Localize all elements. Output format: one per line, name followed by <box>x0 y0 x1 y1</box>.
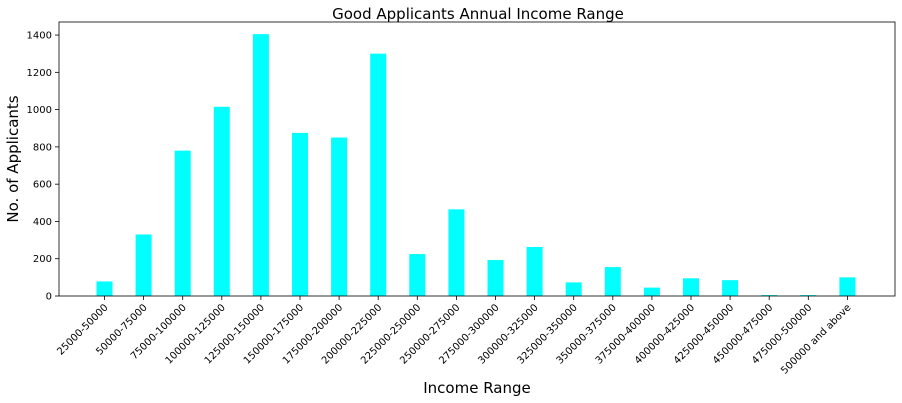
bar-275000-300000 <box>487 260 504 296</box>
bar-300000-325000 <box>526 246 543 296</box>
bar-475000-500000 <box>800 295 817 296</box>
bar-200000-225000 <box>370 53 387 297</box>
bar-150000-175000 <box>292 132 308 296</box>
bar-25000-50000 <box>96 281 113 296</box>
x-axis-label: Income Range <box>423 379 531 397</box>
bar-500000 and above <box>839 277 856 296</box>
bar-425000-450000 <box>722 280 739 296</box>
bar-350000-375000 <box>604 267 621 296</box>
y-tick-label: 1200 <box>27 68 52 79</box>
bar-400000-425000 <box>683 278 699 296</box>
y-axis-label: No. of Applicants <box>4 95 22 222</box>
bar-125000-150000 <box>252 34 269 296</box>
plot-frame <box>58 21 896 297</box>
bar-175000-200000 <box>331 137 348 296</box>
y-tick-label: 1000 <box>27 105 52 116</box>
y-tick-label: 800 <box>33 142 52 153</box>
y-tick-label: 0 <box>46 292 52 303</box>
bar-450000-475000 <box>761 295 778 296</box>
y-tick-label: 200 <box>33 254 52 265</box>
x-axis-ticks: 25000-5000050000-7500075000-100000100000… <box>55 296 854 377</box>
y-tick-label: 600 <box>33 180 52 191</box>
y-tick-label: 1400 <box>27 31 52 42</box>
chart-title: Good Applicants Annual Income Range <box>332 5 624 23</box>
bar-100000-125000 <box>213 106 230 296</box>
bar-75000-100000 <box>174 150 191 296</box>
bar-225000-250000 <box>409 254 426 296</box>
y-axis-ticks: 0 200 400 600 800 1000 1200 1400 <box>27 31 59 303</box>
bar-50000-75000 <box>135 234 152 296</box>
bar-250000-275000 <box>448 209 465 296</box>
bar-375000-400000 <box>643 287 660 296</box>
y-tick-label: 400 <box>33 217 52 228</box>
bars-group <box>96 34 856 297</box>
bar-325000-350000 <box>565 282 582 296</box>
x-tick-label: 500000 and above <box>779 302 853 376</box>
